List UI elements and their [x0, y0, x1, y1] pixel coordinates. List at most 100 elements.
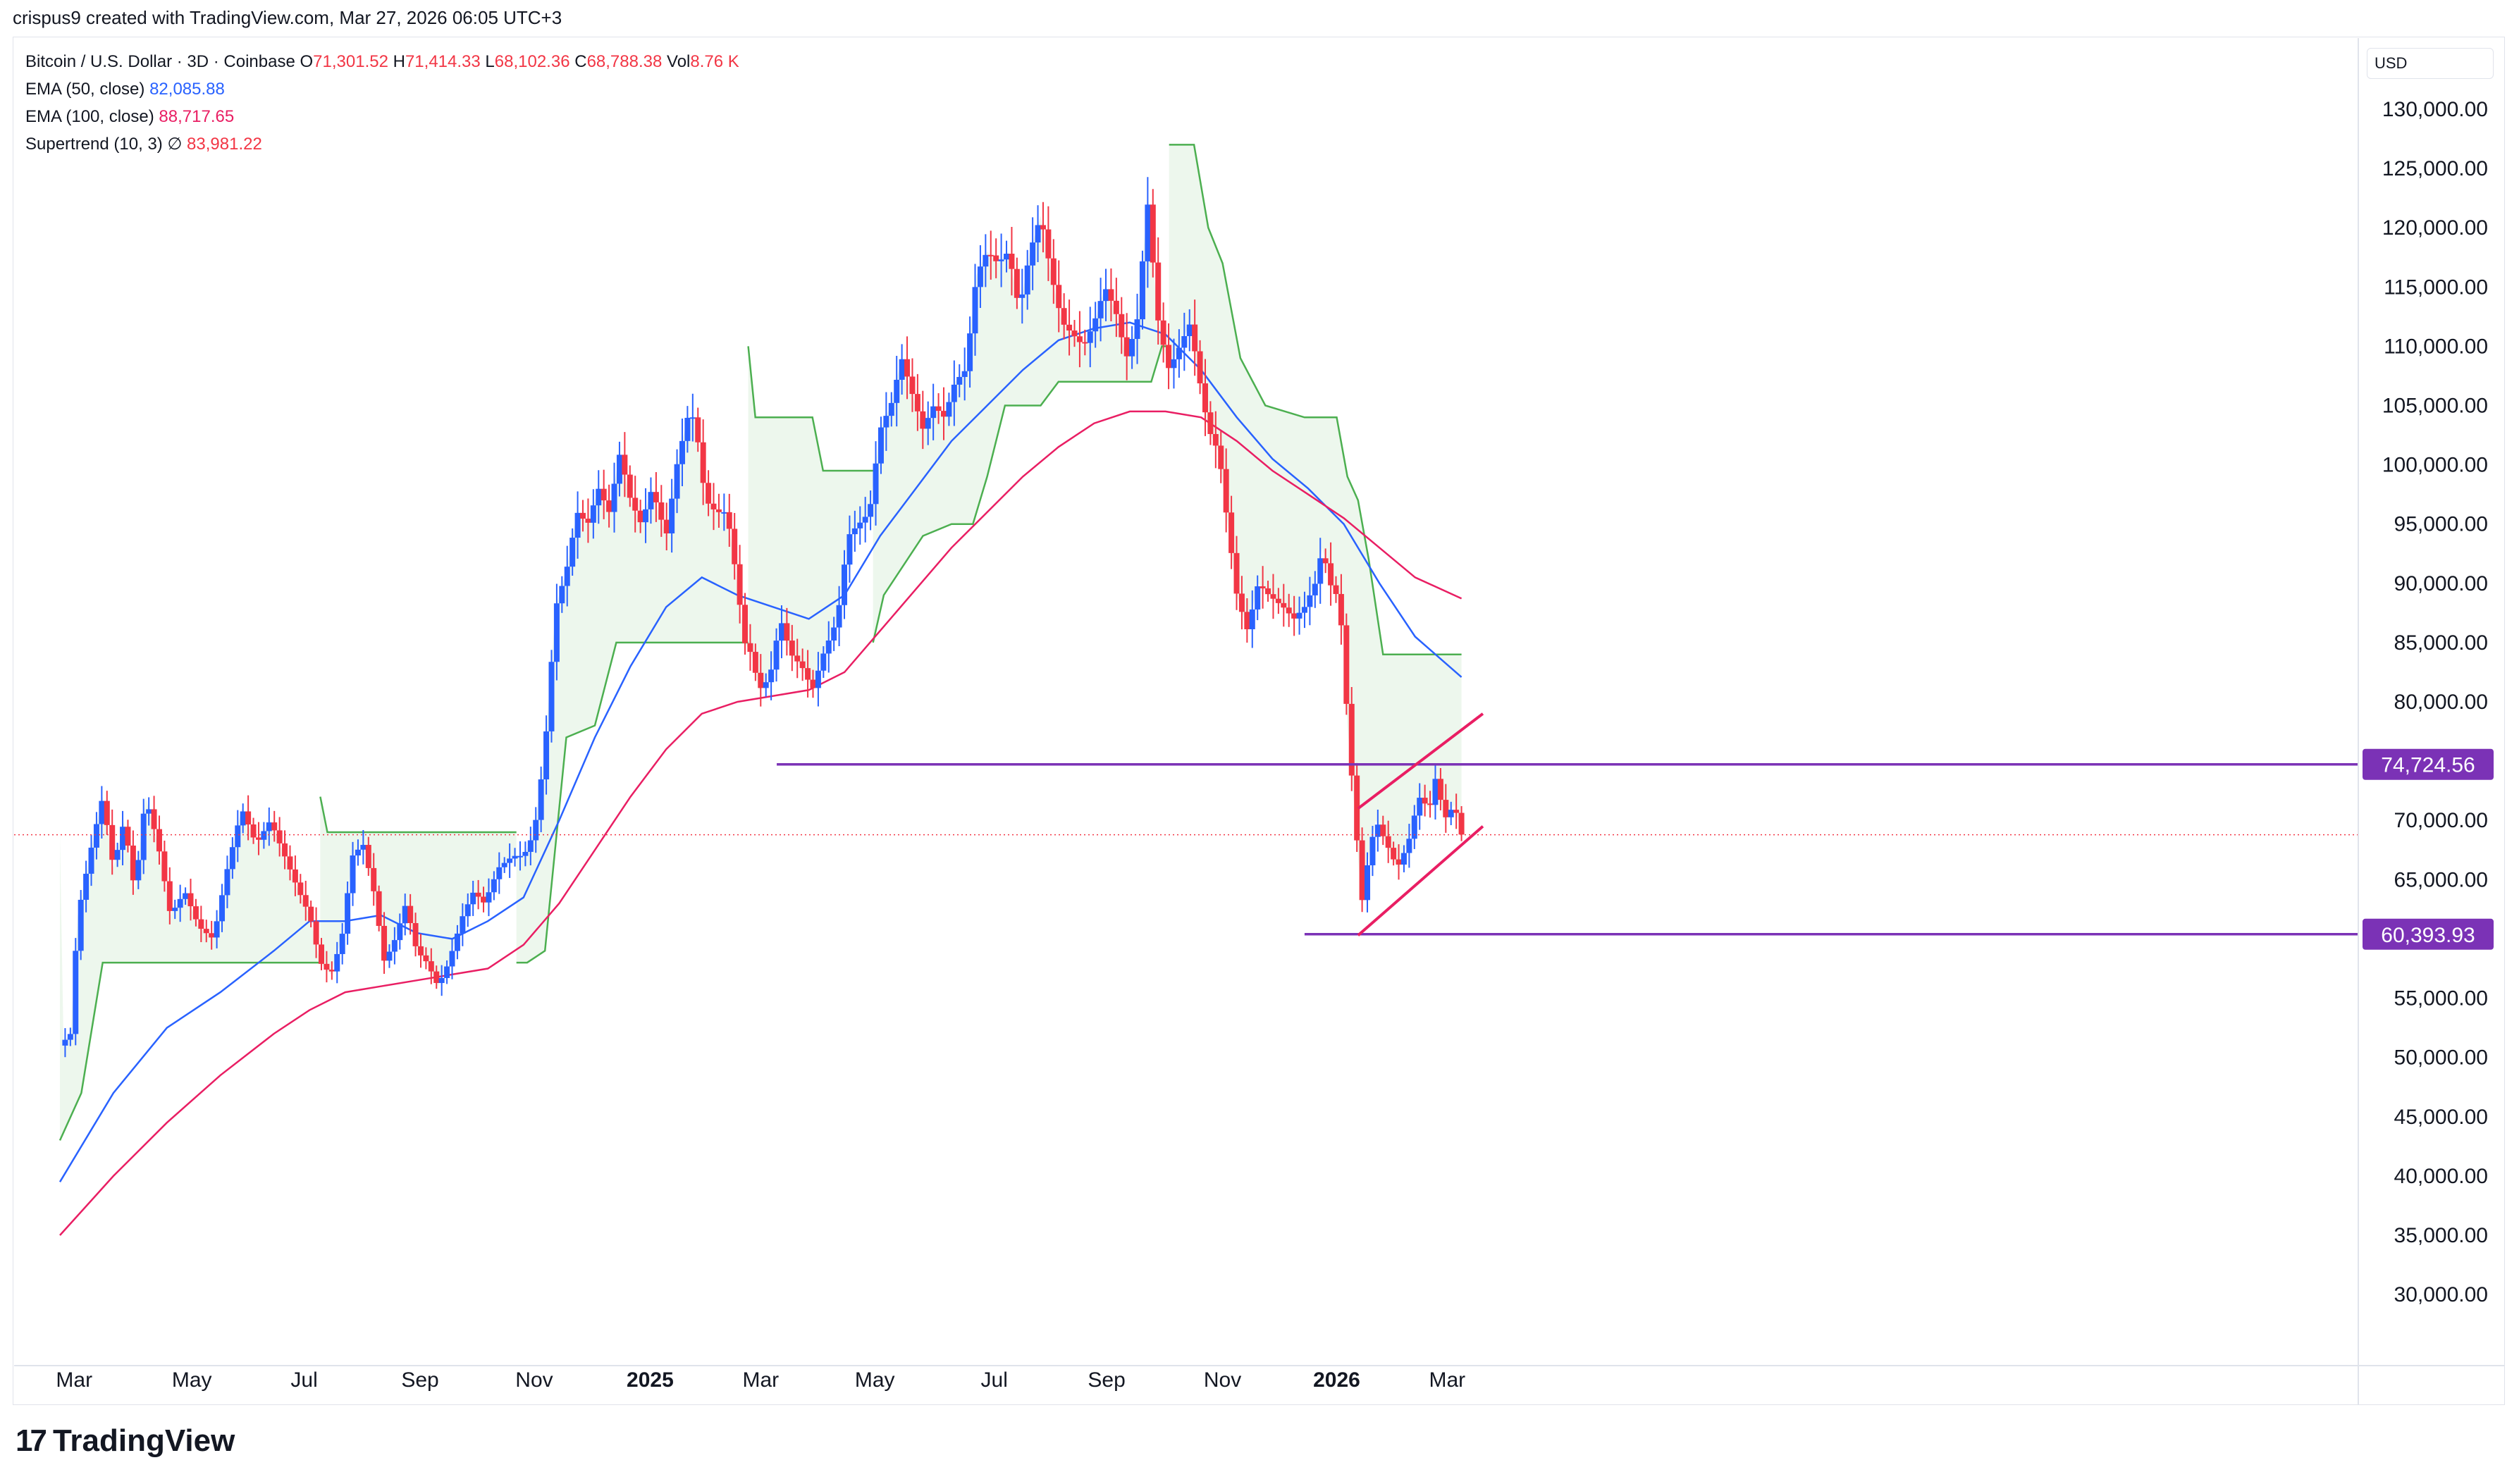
candle-body	[161, 851, 168, 882]
candle-body	[606, 500, 612, 512]
candle-body	[700, 442, 706, 483]
y-tick-label: 115,000.00	[2384, 276, 2488, 299]
candle-body	[1035, 225, 1041, 243]
candle-body	[1385, 836, 1391, 848]
candle-body	[1365, 865, 1371, 901]
candle-body	[653, 492, 659, 502]
candle-body	[475, 892, 481, 897]
open-label: O	[300, 52, 314, 71]
supertrend-label: Supertrend (10, 3)	[25, 135, 163, 154]
candle-body	[1422, 798, 1428, 804]
candle-body	[1391, 848, 1397, 860]
x-tick-label: 2025	[627, 1368, 674, 1392]
candle-body	[574, 512, 581, 538]
legend-supertrend-row[interactable]: Supertrend (10, 3) ∅ 83,981.22	[25, 130, 739, 158]
candle-body	[956, 376, 963, 385]
candle-body	[1432, 779, 1439, 805]
candle-body	[920, 411, 926, 429]
candle-body	[470, 892, 476, 905]
supertrend-value: 83,981.22	[187, 135, 262, 154]
candle-body	[1071, 330, 1078, 337]
candle-body	[1160, 320, 1166, 345]
candle-body	[894, 379, 900, 403]
x-tick-label: May	[172, 1368, 212, 1392]
candle-body	[1255, 586, 1261, 610]
candle-body	[1045, 229, 1052, 259]
candle-body	[1108, 289, 1114, 301]
candle-body	[319, 944, 325, 964]
candle-body	[1400, 853, 1407, 865]
ema100-line	[59, 410, 1462, 1236]
candle-body	[1009, 254, 1015, 269]
candle-body	[512, 855, 518, 859]
candle-body	[627, 474, 633, 498]
y-tick-label: 45,000.00	[2394, 1106, 2488, 1129]
high-label: H	[393, 52, 405, 71]
candle-body	[883, 416, 889, 428]
candle-body	[250, 824, 257, 838]
currency-selector[interactable]: USD	[2367, 48, 2494, 79]
candle-body	[166, 881, 173, 911]
legend-ema100-row[interactable]: EMA (100, close) 88,717.65	[25, 103, 739, 130]
tradingview-logo-icon: 17	[16, 1423, 47, 1458]
candle-body	[177, 898, 183, 908]
candle-body	[742, 605, 749, 643]
candle-body	[569, 538, 576, 567]
candle-body	[1207, 412, 1214, 434]
candle-body	[219, 895, 226, 922]
y-tick-label: 35,000.00	[2394, 1224, 2488, 1247]
candle-body	[689, 417, 696, 419]
candle-body	[987, 254, 994, 256]
candle-body	[1082, 342, 1088, 344]
candle-body	[794, 655, 801, 662]
tradingview-logo[interactable]: 17 TradingView	[16, 1423, 235, 1459]
candle-body	[187, 893, 194, 907]
symbol-name[interactable]: Bitcoin / U.S. Dollar · 3D · Coinbase	[25, 52, 295, 71]
candle-body	[109, 824, 116, 860]
candle-body	[721, 512, 727, 514]
candle-body	[1338, 593, 1344, 626]
candle-body	[1249, 609, 1255, 630]
candle-body	[276, 830, 283, 843]
candle-body	[229, 847, 235, 870]
candle-body	[1218, 445, 1224, 469]
candle-body	[104, 800, 110, 825]
candle-body	[214, 921, 220, 938]
candle-body	[778, 623, 784, 641]
candle-body	[282, 843, 288, 857]
candle-body	[543, 731, 550, 780]
candle-body	[904, 359, 911, 377]
candle-body	[297, 882, 304, 896]
candle-body	[1443, 800, 1449, 817]
candle-body	[1155, 262, 1162, 321]
candle-body	[83, 873, 90, 900]
candle-body	[632, 497, 639, 511]
candle-body	[522, 851, 529, 856]
y-tick-label: 105,000.00	[2382, 394, 2488, 417]
candle-body	[706, 483, 712, 504]
candle-body	[78, 899, 84, 951]
candle-body	[857, 522, 863, 528]
candle-body	[1260, 586, 1266, 588]
candle-body	[1265, 588, 1271, 595]
candle-body	[62, 1039, 68, 1046]
candle-body	[747, 643, 753, 653]
candle-body	[402, 905, 408, 924]
candle-body	[616, 455, 622, 484]
x-tick-label: 2026	[1313, 1368, 1360, 1392]
candle-body	[1113, 300, 1119, 314]
chart-legend: Bitcoin / U.S. Dollar · 3D · Coinbase O7…	[25, 48, 739, 158]
y-tick-label: 65,000.00	[2394, 868, 2488, 891]
legend-ema50-row[interactable]: EMA (50, close) 82,085.88	[25, 75, 739, 103]
candle-body	[438, 977, 445, 984]
supertrend-uptrend-fill	[873, 204, 1169, 643]
candle-body	[1123, 337, 1130, 357]
candle-body	[151, 809, 157, 829]
supertrend-uptrend-fill	[748, 346, 873, 691]
candle-body	[715, 509, 722, 512]
candle-body	[1417, 798, 1423, 816]
candle-body	[1171, 359, 1177, 369]
candle-body	[433, 971, 440, 984]
candle-body	[444, 966, 450, 978]
